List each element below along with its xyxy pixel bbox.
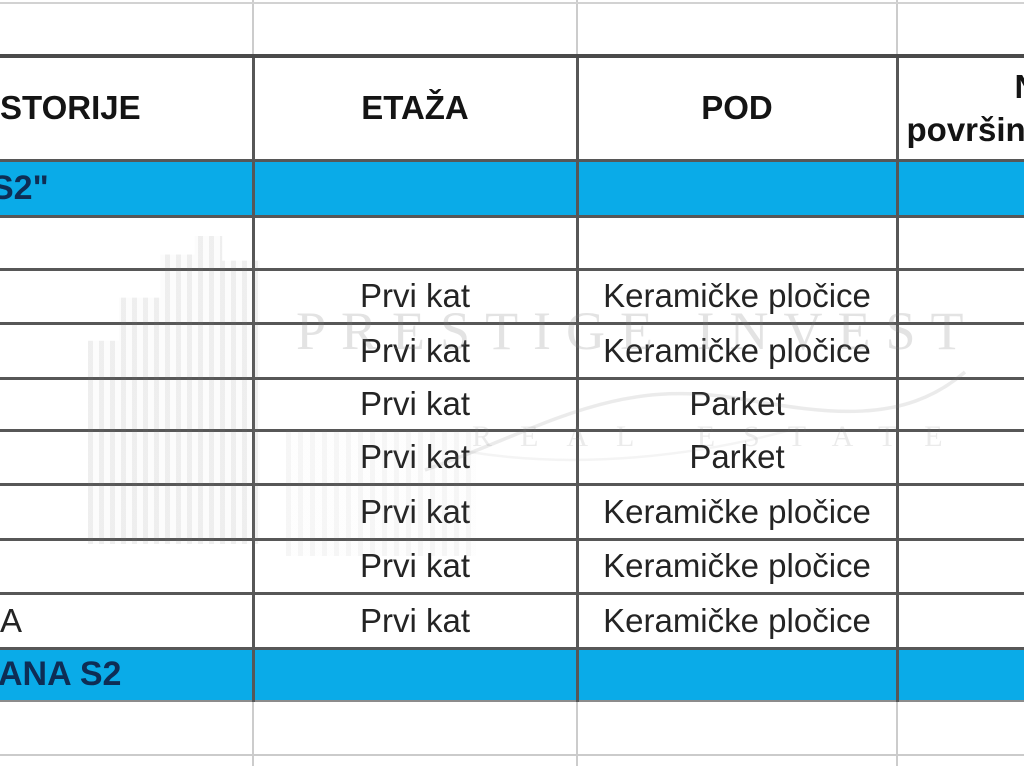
cell-text: Keramičke pločice [603, 277, 871, 314]
cell-povrsina [897, 160, 1024, 218]
cell-prostorije [0, 378, 255, 432]
cell-pod [577, 755, 898, 766]
cell-povrsina [897, 648, 1024, 702]
cell-pod [577, 216, 899, 271]
cell-text: Prvi kat [359, 438, 471, 475]
table-row: Prvi kat Parket [0, 430, 1024, 486]
cell-section-title: ANA S2 [0, 648, 255, 702]
table-row [0, 0, 1024, 4]
cell-etaza: Prvi kat [253, 378, 579, 432]
table-row: Prvi kat Keramičke pločice [0, 323, 1024, 380]
cell-etaza: Prvi kat [253, 269, 579, 325]
cell-povrsina [897, 269, 1024, 325]
cell-pod: Keramičke pločice [577, 269, 899, 325]
cell-text: Prvi kat [359, 331, 471, 369]
cell-text: Prvi kat [359, 601, 471, 639]
cell-prostorije [0, 430, 255, 486]
cell-text: Keramičke pločice [603, 601, 871, 639]
cell-etaza: Prvi kat [253, 539, 579, 595]
header-pod: POD [577, 56, 899, 162]
cell-povrsina [897, 216, 1024, 271]
cell-pod [577, 701, 898, 756]
cell-text: Parket [689, 438, 785, 475]
section1-title: S2" [0, 168, 49, 207]
table-row: Prvi kat Keramičke pločice [0, 539, 1024, 595]
cell-etaza [253, 160, 579, 218]
cell-povrsina [897, 430, 1024, 486]
header-pod-label: POD [701, 89, 773, 127]
cell-text: Keramičke pločice [603, 547, 871, 584]
cell-povrsina [897, 3, 1024, 58]
cell-povrsina [897, 323, 1024, 380]
table-row: Prvi kat Keramičke pločice [0, 269, 1024, 325]
cell-prostorije [0, 216, 255, 271]
cell-etaza [253, 3, 578, 58]
header-prostorije: STORIJE [0, 56, 255, 162]
cell-prostorije [0, 755, 254, 766]
cell-povrsina [897, 701, 1024, 756]
cell-etaza: Prvi kat [253, 430, 579, 486]
cell-section-title: S2" [0, 160, 255, 218]
header-etaza-label: ETAŽA [361, 89, 469, 127]
cell-prostorije [0, 484, 255, 541]
cell-etaza [253, 755, 578, 766]
table-row: Prvi kat Parket [0, 378, 1024, 432]
cell-pod: Keramičke pločice [577, 539, 899, 595]
cell-pod [577, 160, 899, 218]
cell-pod: Parket [577, 378, 899, 432]
cell-pod: Keramičke pločice [577, 484, 899, 541]
cell-etaza: Prvi kat [253, 484, 579, 541]
table-row: Prvi kat Keramičke pločice [0, 484, 1024, 541]
cell-etaza: Prvi kat [253, 323, 579, 380]
cell-text: Prvi kat [359, 385, 471, 422]
cell-pod [577, 0, 898, 4]
header-povrsina-line1: N [899, 65, 1024, 109]
cell-text: Prvi kat [359, 277, 471, 314]
cell-povrsina [897, 484, 1024, 541]
cell-etaza [253, 648, 579, 702]
cell-povrsina [897, 539, 1024, 595]
cell-etaza [253, 0, 578, 4]
cell-prostorije [0, 3, 254, 58]
table-row [0, 216, 1024, 271]
cell-pod: Keramičke pločice [577, 593, 899, 650]
cell-text: Parket [689, 385, 785, 422]
cell-povrsina [897, 0, 1024, 4]
cell-prostorije [0, 323, 255, 380]
cell-text: A [0, 601, 23, 639]
cell-povrsina [897, 378, 1024, 432]
section-row-povrsina-stana-s2: ANA S2 [0, 648, 1024, 702]
table-row [0, 3, 1024, 58]
cell-pod [577, 3, 898, 58]
cell-prostorije [0, 701, 254, 756]
table-row [0, 701, 1024, 756]
header-etaza: ETAŽA [253, 56, 579, 162]
cell-text: Keramičke pločice [603, 331, 871, 369]
table-row: A Prvi kat Keramičke pločice [0, 593, 1024, 650]
cell-povrsina [897, 755, 1024, 766]
section-row-stan-s2: S2" [0, 160, 1024, 218]
cell-etaza [253, 701, 578, 756]
cell-prostorije [0, 539, 255, 595]
header-povrsina-line2: površin [906, 111, 1024, 149]
cell-prostorije [0, 0, 254, 4]
cell-text: Keramičke pločice [603, 492, 871, 530]
cell-pod: Keramičke pločice [577, 323, 899, 380]
cell-povrsina [897, 593, 1024, 650]
cell-text: Prvi kat [359, 547, 471, 584]
section2-title: ANA S2 [0, 655, 122, 694]
cell-text: Prvi kat [359, 492, 471, 530]
header-prostorije-label: STORIJE [0, 89, 141, 127]
cell-prostorije: A [0, 593, 255, 650]
header-povrsina: N površin [897, 56, 1024, 162]
cell-pod [577, 648, 899, 702]
cell-pod: Parket [577, 430, 899, 486]
cell-etaza: Prvi kat [253, 593, 579, 650]
cell-etaza [253, 216, 579, 271]
cell-prostorije [0, 269, 255, 325]
table-row [0, 755, 1024, 766]
table-header-row: STORIJE ETAŽA POD N površin [0, 56, 1024, 162]
